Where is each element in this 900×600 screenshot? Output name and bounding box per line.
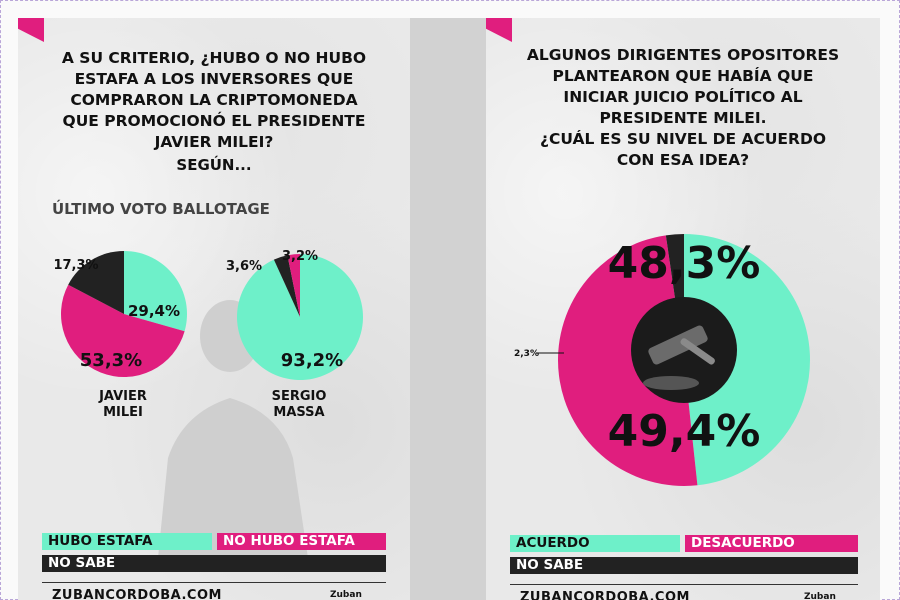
legend-desacuerdo: DESACUERDO [685,535,858,552]
right-panel: ALGUNOS DIRIGENTES OPOSITORES PLANTEARON… [486,18,880,600]
pie-slice-no-hubo-estafa [287,254,300,317]
footer-site: ZUBANCORDOBA.COM [520,590,690,600]
question-line: JAVIER MILEI? [154,133,274,151]
left-question: A SU CRITERIO, ¿HUBO O NO HUBO ESTAFA A … [28,48,400,153]
data-label: 49,4% [608,406,761,457]
question-line: A SU CRITERIO, ¿HUBO O NO HUBO [61,49,367,67]
data-label: 3,6% [226,259,262,274]
question-line: COMPRARON LA CRIPTOMONEDA [70,91,358,109]
candidate-name: JAVIER [99,389,147,404]
pie-slice-desacuerdo [557,235,698,486]
right-question: ALGUNOS DIRIGENTES OPOSITORES PLANTEARON… [496,45,870,171]
question-line: ¿CUÁL ES SU NIVEL DE ACUERDO [539,130,826,148]
data-label: 48,3% [608,238,761,289]
legend-acuerdo: ACUERDO [510,535,680,552]
question-line: ALGUNOS DIRIGENTES OPOSITORES [526,46,840,64]
question-line: QUE PROMOCIONÓ EL PRESIDENTE [62,112,366,130]
footer-divider [42,582,386,583]
right-pie-chart: 48,3% 49,4% 2,3% [514,234,811,486]
brand-logo: Zuban [804,592,836,600]
pie-massa: 93,2% 3,6% 3,2% [226,249,364,381]
candidate-name: MASSA [273,405,325,420]
question-line: PLANTEARON QUE HABÍA QUE [552,67,814,85]
legend-no-sabe: NO SABE [42,555,386,572]
legend-no-hubo-estafa: NO HUBO ESTAFA [217,533,386,550]
data-label: 2,3% [514,349,539,359]
pie-slice-hubo-estafa [124,251,188,332]
pie-juicio-labels: 48,3% 49,4% 2,3% [514,238,760,457]
brand-logo: Zuban [330,590,362,600]
candidate-name: MILEI [103,405,143,420]
data-label: 53,3% [80,350,142,371]
question-line: PRESIDENTE MILEI. [599,109,767,127]
pie-slice-acuerdo [684,234,811,486]
pie-juicio-politico [557,234,811,486]
subtitle: SEGÚN... [176,156,252,174]
pie-slice-no-hubo-estafa [61,284,185,378]
pie-slice-no-sabe [273,255,300,317]
legend-hubo-estafa: HUBO ESTAFA [42,533,212,550]
legend-no-sabe: NO SABE [510,557,858,574]
left-pie-charts: 29,4% 53,3% 17,3% 93,2% 3,6% 3,2% [53,249,364,558]
data-label: 29,4% [128,302,180,320]
pie-slice-hubo-estafa [237,254,364,381]
question-line: ESTAFA A LOS INVERSORES QUE [74,70,354,88]
candidate-name: SERGIO [271,389,327,404]
question-line: INICIAR JUICIO POLÍTICO AL [563,88,803,106]
data-label: 17,3% [53,258,98,273]
pie-milei: 29,4% 53,3% 17,3% [53,251,188,378]
section-title: ÚLTIMO VOTO BALLOTAGE [52,200,270,218]
label-sergio-massa: SERGIO MASSA [244,389,354,421]
gavel-icon [631,297,737,403]
data-label: 93,2% [281,350,343,371]
pie-slice-no-sabe [68,251,124,314]
footer-divider [510,584,858,585]
panel-gap [410,18,486,600]
question-line: CON ESA IDEA? [616,151,750,169]
footer-site: ZUBANCORDOBA.COM [52,588,222,600]
left-panel: A SU CRITERIO, ¿HUBO O NO HUBO ESTAFA A … [18,18,410,600]
label-javier-milei: JAVIER MILEI [68,389,178,421]
data-label: 3,2% [282,249,318,264]
